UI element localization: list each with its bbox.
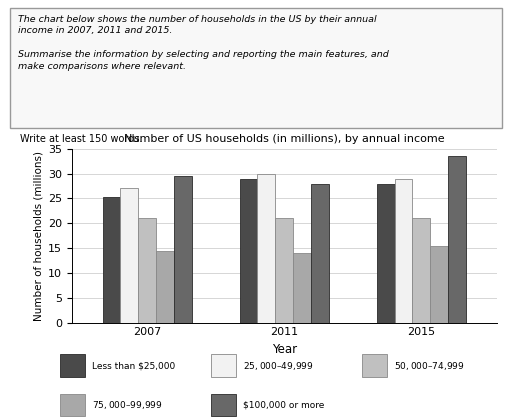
Bar	[293, 253, 311, 323]
Y-axis label: Number of households (millions): Number of households (millions)	[34, 151, 44, 321]
Bar	[311, 184, 329, 323]
Bar	[240, 178, 258, 323]
Text: The chart below shows the number of households in the US by their annual
income : The chart below shows the number of hous…	[18, 15, 389, 71]
Bar	[211, 393, 236, 416]
Bar	[412, 218, 430, 323]
Text: $100,000 or more: $100,000 or more	[243, 401, 324, 409]
Bar	[430, 246, 448, 323]
Text: $25,000–$49,999: $25,000–$49,999	[243, 360, 313, 372]
Bar	[448, 156, 466, 323]
Title: Number of US households (in millions), by annual income: Number of US households (in millions), b…	[124, 134, 444, 144]
Bar	[102, 197, 120, 323]
Bar	[362, 354, 387, 377]
Bar	[60, 354, 85, 377]
Bar	[258, 173, 275, 323]
Bar	[174, 176, 191, 323]
Bar	[120, 189, 138, 323]
Bar	[156, 251, 174, 323]
Text: $50,000–$74,999: $50,000–$74,999	[394, 360, 464, 372]
Bar	[211, 354, 236, 377]
Text: Less than $25,000: Less than $25,000	[92, 361, 175, 370]
Bar	[395, 178, 412, 323]
Bar	[275, 218, 293, 323]
Text: Write at least 150 words.: Write at least 150 words.	[20, 134, 143, 144]
Text: $75,000–$99,999: $75,000–$99,999	[92, 399, 162, 411]
Bar	[138, 218, 156, 323]
X-axis label: Year: Year	[271, 343, 297, 356]
Bar	[377, 184, 395, 323]
Bar	[60, 393, 85, 416]
